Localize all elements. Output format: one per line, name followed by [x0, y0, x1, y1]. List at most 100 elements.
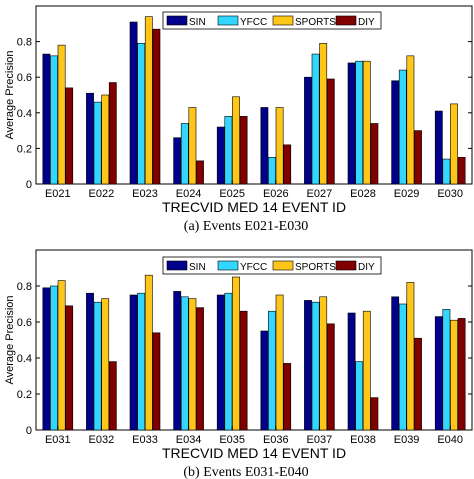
- bar-diy-e034: [196, 307, 204, 431]
- bar-yfcc-e035: [224, 292, 233, 431]
- bar-yfcc-e038: [355, 361, 364, 431]
- x-tick-label: E032: [89, 434, 115, 446]
- bar-yfcc-e026: [268, 157, 276, 185]
- x-tick-label: E029: [394, 188, 420, 200]
- bar-yfcc-e032: [93, 301, 102, 431]
- bar-diy-e036: [283, 363, 292, 431]
- bar-sin-e025: [216, 126, 225, 185]
- bar-yfcc-e025: [224, 116, 233, 185]
- legend-label-sports: SPORTS: [295, 17, 336, 28]
- bar-diy-e035: [239, 310, 248, 431]
- x-tick-label: E026: [263, 188, 289, 200]
- bar-sports-e040: [450, 319, 458, 431]
- bar-sports-e023: [144, 16, 153, 185]
- x-tick-label: E022: [89, 188, 115, 200]
- bar-sin-e040: [434, 316, 443, 431]
- bar-yfcc-e024: [180, 123, 189, 185]
- bar-sin-e030: [434, 110, 443, 185]
- bar-sin-e032: [86, 292, 94, 431]
- bar-sports-e022: [101, 94, 110, 185]
- bar-diy-e039: [414, 337, 422, 431]
- bar-sin-e037: [304, 300, 312, 431]
- bar-diy-e033: [152, 332, 161, 431]
- bar-sin-e029: [391, 80, 400, 185]
- bar-sports-e033: [144, 274, 153, 431]
- bar-sports-e028: [362, 60, 371, 185]
- x-tick-label: E023: [132, 188, 158, 200]
- bar-yfcc-e039: [398, 303, 407, 431]
- bar-sports-e030: [450, 103, 458, 185]
- legend-label-yfcc: YFCC: [240, 262, 267, 273]
- bar-diy-e026: [283, 144, 292, 185]
- bar-diy-e030: [457, 157, 466, 185]
- bar-yfcc-e037: [311, 301, 320, 431]
- bar-yfcc-e023: [137, 43, 146, 185]
- x-tick-label: E021: [45, 188, 71, 200]
- legend-swatch-diy: [335, 260, 357, 271]
- bar-yfcc-e029: [398, 69, 407, 185]
- bar-diy-e037: [326, 323, 335, 431]
- bar-sports-e036: [275, 294, 284, 431]
- bar-sin-e023: [129, 21, 138, 185]
- bar-yfcc-e031: [50, 285, 58, 431]
- y-tick-label: 0.2: [17, 389, 32, 401]
- bar-yfcc-e028: [355, 60, 364, 185]
- legend: SIN YFCC SPORTS DIY: [162, 256, 382, 275]
- bar-sports-e029: [406, 55, 415, 185]
- bar-sin-e035: [216, 294, 225, 431]
- figure-caption: (b) Events E031-E040: [183, 465, 308, 479]
- legend-swatch-sports: [272, 260, 294, 271]
- x-tick-label: E039: [394, 434, 420, 446]
- bar-sin-e034: [173, 291, 182, 431]
- bar-sports-e038: [362, 310, 371, 431]
- bar-yfcc-e030: [442, 158, 451, 185]
- bar-sin-e031: [42, 287, 51, 431]
- bar-yfcc-e027: [311, 53, 320, 185]
- y-tick-label: 0: [26, 425, 32, 437]
- bar-sin-e027: [304, 76, 312, 185]
- bar-sin-e028: [347, 62, 356, 185]
- bar-yfcc-e033: [137, 292, 146, 431]
- y-tick-label: 0.6: [17, 72, 32, 84]
- legend-swatch-diy: [335, 15, 357, 26]
- bar-sin-e021: [42, 53, 51, 185]
- x-tick-label: E024: [176, 188, 202, 200]
- legend-swatch-sports: [272, 15, 294, 26]
- x-tick-label: E027: [307, 188, 333, 200]
- bar-sports-e034: [188, 298, 197, 431]
- bar-sports-e031: [57, 280, 66, 431]
- x-tick-label: E028: [350, 188, 376, 200]
- bar-sports-e024: [188, 107, 197, 185]
- x-tick-label: E034: [176, 434, 202, 446]
- bar-sin-e022: [86, 92, 94, 185]
- y-tick-label: 0: [26, 179, 32, 191]
- legend-swatch-sin: [166, 15, 188, 26]
- y-axis-label: Average Precision: [4, 50, 16, 139]
- bar-yfcc-e034: [180, 296, 189, 431]
- bar-diy-e040: [457, 318, 466, 431]
- y-tick-label: 0.4: [17, 108, 32, 120]
- bar-diy-e038: [370, 397, 379, 431]
- legend-label-diy: DIY: [358, 262, 375, 273]
- bar-sin-e033: [129, 294, 138, 431]
- legend-label-sin: SIN: [189, 17, 206, 28]
- legend-swatch-yfcc: [217, 15, 239, 26]
- bar-diy-e023: [152, 28, 161, 185]
- y-tick-label: 0.6: [17, 317, 32, 329]
- x-tick-label: E036: [263, 434, 289, 446]
- legend-label-sin: SIN: [189, 262, 206, 273]
- bar-diy-e025: [239, 116, 248, 185]
- bar-sin-e036: [260, 330, 269, 431]
- bar-sports-e039: [406, 282, 415, 431]
- y-tick-label: 0.4: [17, 353, 32, 365]
- bar-diy-e021: [65, 87, 74, 185]
- bar-diy-e028: [370, 123, 379, 185]
- x-tick-label: E035: [219, 434, 245, 446]
- x-tick-label: E038: [350, 434, 376, 446]
- x-tick-label: E031: [45, 434, 71, 446]
- legend-label-sports: SPORTS: [295, 262, 336, 273]
- bar-diy-e029: [414, 130, 422, 185]
- bar-sin-e026: [260, 107, 269, 185]
